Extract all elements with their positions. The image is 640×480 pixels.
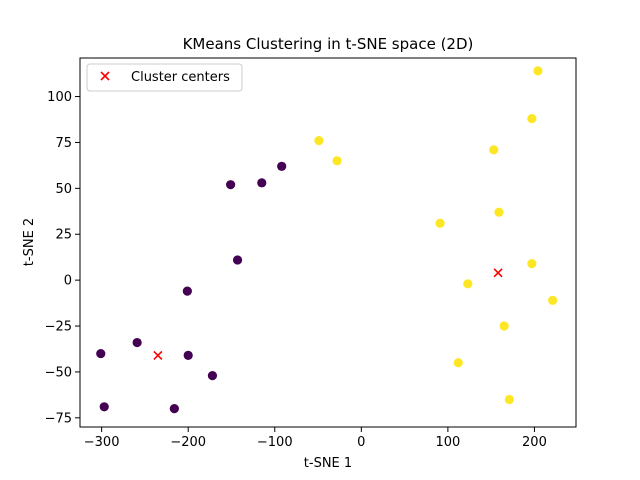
data-point-cluster-1: [314, 136, 324, 146]
data-point-cluster-0: [183, 350, 193, 361]
data-point-cluster-1: [504, 394, 514, 405]
data-point-cluster-1: [527, 259, 537, 269]
x-axis-label: t-SNE 1: [304, 456, 352, 471]
legend-label-centers: Cluster centers: [131, 70, 230, 85]
data-point-cluster-0: [182, 286, 192, 296]
cluster-center-marker: [153, 350, 163, 360]
x-tick-label: −200: [170, 435, 206, 450]
x-tick-label: 100: [435, 435, 460, 450]
data-point-cluster-1: [494, 207, 504, 217]
data-point-cluster-0: [232, 255, 243, 265]
x-tick-label: −300: [84, 435, 120, 450]
data-point-cluster-0: [169, 404, 179, 414]
y-tick-label: 25: [55, 228, 72, 243]
data-point-cluster-0: [96, 348, 106, 359]
legend: Cluster centers: [86, 63, 243, 92]
plot-frame: [79, 57, 577, 428]
y-tick-label: −75: [45, 411, 72, 426]
y-tick-label: −50: [45, 365, 72, 380]
data-point-cluster-1: [435, 218, 445, 228]
data-point-cluster-1: [533, 66, 543, 76]
x-tick-label: 0: [357, 435, 365, 450]
y-tick-label: 75: [55, 136, 72, 151]
legend-box: [86, 63, 243, 92]
data-point-cluster-0: [257, 178, 267, 188]
chart-title: KMeans Clustering in t-SNE space (2D): [183, 35, 474, 53]
x-tick-label: −100: [257, 435, 293, 450]
y-tick-label: −25: [45, 320, 72, 335]
data-point-cluster-1: [499, 321, 509, 331]
data-point-cluster-0: [207, 370, 218, 381]
legend-marker-cross: [100, 71, 110, 81]
x-tick-label: 200: [522, 435, 547, 450]
data-point-cluster-0: [132, 337, 142, 348]
data-point-cluster-1: [548, 295, 558, 305]
data-point-cluster-1: [453, 358, 463, 368]
data-point-cluster-1: [332, 156, 342, 166]
data-point-cluster-1: [527, 113, 537, 124]
data-point-cluster-0: [277, 161, 287, 171]
data-point-cluster-0: [99, 402, 109, 412]
axis-ticks: −300 −200 −100 0 100 200 −75 −50 −25 0 25 50 75 100: [45, 90, 547, 450]
y-tick-label: 50: [55, 182, 72, 197]
data-point-cluster-1: [463, 279, 473, 289]
y-axis-label: t-SNE 2: [22, 218, 37, 266]
data-point-cluster-0: [226, 180, 236, 190]
plot-area: [79, 57, 577, 428]
cluster-center-marker: [493, 268, 503, 278]
data-point-cluster-1: [489, 145, 499, 155]
y-tick-label: 100: [47, 90, 72, 105]
y-tick-label: 0: [64, 274, 72, 289]
